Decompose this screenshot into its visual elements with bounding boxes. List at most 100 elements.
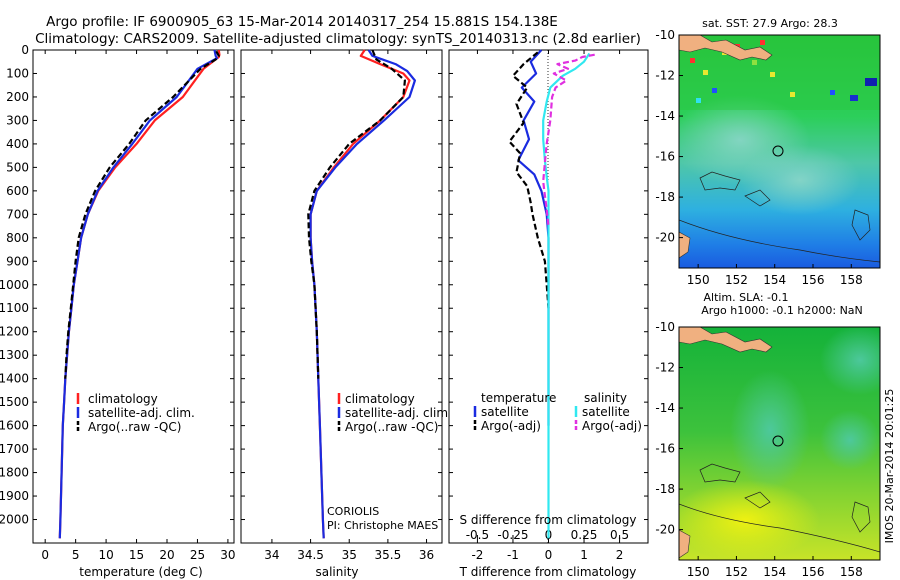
t-difference-axis-label: T difference from climatology <box>459 565 637 579</box>
latitude-tick-label: -14 <box>655 109 675 123</box>
depth-tick-label: 400 <box>6 137 29 151</box>
depth-tick-label: 1800 <box>0 466 29 480</box>
depth-tick-label: 1900 <box>0 489 29 503</box>
difference-x-tick-label: 0 <box>545 548 553 562</box>
salinity-plot-frame <box>240 49 443 544</box>
s-difference-tick-label: -0.5 <box>466 528 489 542</box>
latitude-tick-label: -10 <box>655 320 675 334</box>
longitude-tick-label: 158 <box>840 565 863 579</box>
depth-tick-label: 1000 <box>0 278 29 292</box>
legend-satellite-label: satellite-adj. clim. <box>88 406 195 420</box>
s-difference-tick-label: 0.5 <box>610 528 629 542</box>
longitude-tick-label: 152 <box>725 273 748 287</box>
depth-tick-label: 900 <box>6 254 29 268</box>
depth-tick-label: 1500 <box>0 395 29 409</box>
pi-label: PI: Christophe MAES <box>327 519 438 532</box>
sla-map-title-line1: Altim. SLA: -0.1 <box>703 291 788 304</box>
legend-argo-label: Argo(..raw -QC) <box>88 420 181 434</box>
temperature-x-tick-label: 10 <box>98 548 113 562</box>
coriolis-label: CORIOLIS <box>327 505 379 518</box>
sla-landmass <box>679 327 773 353</box>
sla-map-frame <box>678 326 881 561</box>
salinity-legend: climatology satellite-adj. clim. Argo(..… <box>337 392 452 434</box>
sst-map-frame <box>678 34 881 269</box>
temperature-x-tick-label: 20 <box>159 548 174 562</box>
sla-low-patch <box>730 370 810 490</box>
sla-reef-contour <box>679 463 880 553</box>
legend-argo-label: Argo(..raw -QC) <box>345 420 438 434</box>
temperature-x-tick-label: 5 <box>72 548 80 562</box>
legend-temperature-title: temperature <box>481 391 556 405</box>
sla-high-patch <box>679 480 820 560</box>
temperature-axis-label: temperature (deg C) <box>79 565 202 579</box>
series-line-argo-raw-qc- <box>64 50 220 379</box>
depth-tick-label: 600 <box>6 184 29 198</box>
depth-tick-label: 1100 <box>0 301 29 315</box>
longitude-tick-label: 152 <box>725 565 748 579</box>
depth-tick-label: 200 <box>6 90 29 104</box>
depth-tick-label: 800 <box>6 231 29 245</box>
latitude-tick-label: -18 <box>655 190 675 204</box>
salinity-x-tick-label: 34 <box>264 548 279 562</box>
sla-argo-location-marker <box>772 435 784 447</box>
depth-tick-label: 700 <box>6 207 29 221</box>
legend-salinity-title: salinity <box>584 391 627 405</box>
legend-t-argo-label: Argo(-adj) <box>481 419 541 433</box>
difference-x-tick-label: -2 <box>471 548 483 562</box>
depth-tick-label: 1400 <box>0 372 29 386</box>
depth-tick-label: 0 <box>21 43 29 57</box>
difference-legend: temperature salinity satellite Argo(-adj… <box>473 391 642 433</box>
series-line-salinity-satellite <box>542 52 591 539</box>
longitude-tick-label: 156 <box>802 273 825 287</box>
latitude-tick-label: -18 <box>655 482 675 496</box>
temperature-x-tick-label: 30 <box>220 548 235 562</box>
depth-tick-label: 500 <box>6 160 29 174</box>
longitude-tick-label: 158 <box>840 273 863 287</box>
longitude-tick-label: 154 <box>763 565 786 579</box>
legend-climatology-label: climatology <box>345 392 415 406</box>
salinity-x-tick-label: 36 <box>419 548 434 562</box>
salinity-x-tick-label: 35 <box>342 548 357 562</box>
temperature-x-tick-label: 0 <box>41 548 49 562</box>
salinity-x-tick-label: 34.5 <box>297 548 324 562</box>
temperature-plot-frame <box>32 49 235 544</box>
sla-low-patch <box>820 327 880 395</box>
latitude-tick-label: -16 <box>655 150 675 164</box>
sla-map-panel: Altim. SLA: -0.1 Argo h1000: -0.1 h2000:… <box>655 291 881 579</box>
sst-map-panel: sat. SST: 27.9 Argo: 28.3 <box>655 17 881 287</box>
series-line-satellite-adj-clim- <box>309 49 416 539</box>
longitude-tick-label: 150 <box>687 273 710 287</box>
header-title-line1: Argo profile: IF 6900905_63 15-Mar-2014 … <box>46 14 558 30</box>
temperature-legend: climatology satellite-adj. clim. Argo(..… <box>76 392 195 434</box>
salinity-panel: 34 34.5 35 35.5 36 climatology satellite-adj… <box>240 49 452 579</box>
temperature-panel: 0100200300400500600700800900100011001200… <box>0 43 236 579</box>
sla-landmass <box>679 529 691 559</box>
series-line-argo-raw-qc- <box>307 49 406 379</box>
depth-tick-label: 1200 <box>0 325 29 339</box>
longitude-tick-label: 150 <box>687 565 710 579</box>
imos-timestamp: IMOS 20-Mar-2014 20:01:25 <box>883 389 896 544</box>
s-difference-tick-label: -0.25 <box>497 528 528 542</box>
legend-t-satellite-label: satellite <box>481 405 529 419</box>
depth-tick-label: 2000 <box>0 513 29 527</box>
legend-s-satellite-label: satellite <box>582 405 630 419</box>
latitude-tick-label: -16 <box>655 442 675 456</box>
difference-x-tick-label: 2 <box>616 548 624 562</box>
temperature-x-tick-label: 15 <box>129 548 144 562</box>
latitude-tick-label: -12 <box>655 361 675 375</box>
temperature-x-tick-label: 25 <box>190 548 205 562</box>
sla-low-patch <box>820 410 880 470</box>
series-line-salinity-argo-adj- <box>542 53 595 227</box>
difference-panel: -2 -1 0 1 2-0.5 -0.25 0 0.25 0.5 temperature sal… <box>448 49 649 579</box>
salinity-x-tick-label: 35.5 <box>375 548 402 562</box>
difference-x-tick-label: 1 <box>580 548 588 562</box>
latitude-tick-label: -10 <box>655 28 675 42</box>
salinity-axis-label: salinity <box>315 565 358 579</box>
difference-x-tick-label: -1 <box>507 548 519 562</box>
sst-reef-contour <box>679 171 880 263</box>
depth-tick-label: 1600 <box>0 419 29 433</box>
sst-cool-patch <box>740 145 860 215</box>
sst-argo-location-marker <box>772 145 784 157</box>
legend-satellite-label: satellite-adj. clim. <box>345 406 452 420</box>
